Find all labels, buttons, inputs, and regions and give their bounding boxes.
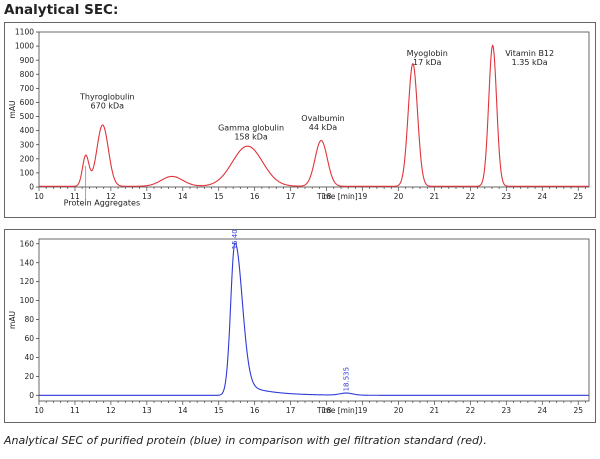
x-tick-label: 11 (70, 406, 80, 415)
x-tick-label: 14 (178, 192, 188, 201)
y-tick-label: 1100 (15, 28, 34, 37)
x-tick-label: 12 (106, 406, 116, 415)
y-tick-label: 400 (20, 126, 35, 135)
plot-frame (38, 238, 590, 402)
x-tick-label: 18 (322, 406, 332, 415)
x-tick-label: 10 (34, 192, 44, 201)
x-axis-label: Time [min] (316, 192, 358, 201)
y-tick-label: 0 (29, 391, 34, 400)
x-tick-label: 19 (358, 192, 368, 201)
page-heading: Analytical SEC: (4, 2, 119, 18)
x-tick-label: 17 (286, 406, 296, 415)
y-tick-label: 60 (24, 334, 34, 343)
y-tick-label: 140 (20, 258, 35, 267)
x-tick-label: 17 (286, 192, 296, 201)
x-tick-label: 13 (142, 406, 152, 415)
y-tick-label: 900 (20, 56, 35, 65)
standard-chart: 0 100 200 300 400 500 600 700 800 900 1000 1100 10 11… (8, 28, 590, 207)
y-tick-label: 80 (24, 315, 34, 324)
peak-annotation-mass: 158 kDa (234, 133, 268, 142)
y-tick-label: 160 (20, 239, 35, 248)
peak-annotation-mass: 670 kDa (91, 102, 125, 111)
y-tick-label: 20 (24, 372, 34, 381)
sample-chart-panel: 0 20 40 60 80 100 120 140 160 10 11 12 13 14 15 16 17 18 1… (4, 224, 596, 423)
y-tick-label: 100 (20, 169, 35, 178)
y-tick-label: 700 (20, 84, 35, 93)
x-tick-label: 20 (394, 192, 404, 201)
peak-annotation-mass: 44 kDa (309, 123, 338, 132)
x-tick-label: 16 (250, 406, 260, 415)
x-tick-label: 18 (322, 192, 332, 201)
x-tick-label: 10 (34, 406, 44, 415)
peak-annotation-name: Ovalbumin (301, 114, 344, 123)
peak-annotation-mass: 17 kDa (413, 58, 442, 67)
x-tick-label: 22 (466, 192, 476, 201)
x-tick-label: 15 (214, 192, 224, 201)
peak-retention-label: 15.406 (231, 230, 239, 249)
x-axis-label: Time [min] (316, 406, 358, 415)
y-tick-label: 600 (20, 98, 35, 107)
y-tick-label: 120 (20, 277, 35, 286)
y-tick-label: 200 (20, 154, 35, 163)
x-tick-label: 14 (178, 406, 188, 415)
plot-frame (38, 31, 590, 188)
y-tick-label: 0 (29, 183, 34, 192)
series-line (39, 44, 589, 187)
peak-annotation-name: Gamma globulin (218, 124, 284, 133)
x-tick-label: 12 (106, 192, 116, 201)
peak-annotation-name: Vitamin B12 (505, 49, 554, 58)
x-tick-label: 11 (70, 192, 80, 201)
x-tick-label: 24 (537, 406, 547, 415)
peak-annotation-name: Myoglobin (407, 49, 448, 58)
peak-annotation-name: Protein Aggregates (64, 198, 140, 207)
standard-chart-panel: 0 100 200 300 400 500 600 700 800 900 1000 1100 10 11… (4, 22, 596, 218)
y-tick-label: 100 (20, 296, 35, 305)
sample-chart: 0 20 40 60 80 100 120 140 160 10 11 12 13 14 15 16 17 18 1… (8, 224, 590, 415)
y-tick-label: 300 (20, 140, 35, 149)
x-tick-label: 19 (358, 406, 368, 415)
x-tick-label: 21 (430, 192, 440, 201)
y-tick-label: 500 (20, 112, 35, 121)
x-tick-label: 20 (394, 406, 404, 415)
peak-retention-label: 18.535 (342, 367, 350, 392)
y-tick-label: 1000 (15, 42, 34, 51)
y-tick-label: 40 (24, 353, 34, 362)
x-tick-label: 24 (537, 192, 547, 201)
x-tick-label: 23 (502, 406, 512, 415)
x-tick-label: 22 (466, 406, 476, 415)
x-tick-label: 23 (502, 192, 512, 201)
peak-annotation-name: Thyroglobulin (79, 93, 135, 102)
y-tick-label: 800 (20, 70, 35, 79)
y-axis-label: mAU (8, 311, 17, 329)
x-tick-label: 16 (250, 192, 260, 201)
y-axis-label: mAU (8, 101, 17, 119)
x-tick-label: 25 (573, 406, 583, 415)
series-line (39, 242, 589, 396)
x-tick-label: 25 (573, 192, 583, 201)
figure-caption: Analytical SEC of purified protein (blue… (4, 434, 487, 447)
x-tick-label: 13 (142, 192, 152, 201)
peak-annotation-mass: 1.35 kDa (512, 58, 548, 67)
x-tick-label: 15 (214, 406, 224, 415)
x-tick-label: 21 (430, 406, 440, 415)
